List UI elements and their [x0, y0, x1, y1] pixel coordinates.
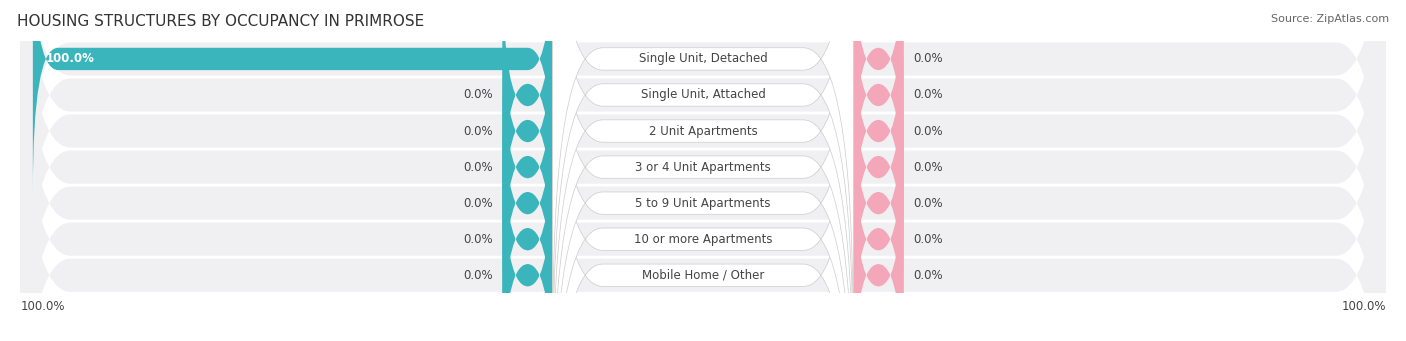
Text: 0.0%: 0.0% — [464, 161, 494, 174]
Text: 0.0%: 0.0% — [464, 197, 494, 210]
FancyBboxPatch shape — [853, 0, 904, 264]
FancyBboxPatch shape — [20, 0, 1386, 341]
Text: 0.0%: 0.0% — [464, 89, 494, 102]
Text: Mobile Home / Other: Mobile Home / Other — [641, 269, 765, 282]
Text: 10 or more Apartments: 10 or more Apartments — [634, 233, 772, 246]
Text: 100.0%: 100.0% — [1341, 300, 1386, 313]
FancyBboxPatch shape — [20, 0, 1386, 341]
Text: Single Unit, Attached: Single Unit, Attached — [641, 89, 765, 102]
Text: 5 to 9 Unit Apartments: 5 to 9 Unit Apartments — [636, 197, 770, 210]
Text: 3 or 4 Unit Apartments: 3 or 4 Unit Apartments — [636, 161, 770, 174]
FancyBboxPatch shape — [853, 34, 904, 300]
FancyBboxPatch shape — [502, 142, 553, 341]
FancyBboxPatch shape — [853, 142, 904, 341]
FancyBboxPatch shape — [853, 0, 904, 228]
FancyBboxPatch shape — [853, 106, 904, 341]
Text: Source: ZipAtlas.com: Source: ZipAtlas.com — [1271, 14, 1389, 24]
FancyBboxPatch shape — [553, 0, 853, 341]
Text: 0.0%: 0.0% — [464, 233, 494, 246]
Text: 0.0%: 0.0% — [464, 124, 494, 137]
FancyBboxPatch shape — [20, 0, 1386, 341]
Text: 100.0%: 100.0% — [20, 300, 65, 313]
Text: 0.0%: 0.0% — [912, 124, 942, 137]
Text: 0.0%: 0.0% — [912, 53, 942, 65]
FancyBboxPatch shape — [502, 0, 553, 228]
FancyBboxPatch shape — [553, 0, 853, 341]
FancyBboxPatch shape — [502, 34, 553, 300]
Text: 0.0%: 0.0% — [912, 89, 942, 102]
Text: 2 Unit Apartments: 2 Unit Apartments — [648, 124, 758, 137]
Text: 0.0%: 0.0% — [464, 269, 494, 282]
FancyBboxPatch shape — [853, 0, 904, 192]
FancyBboxPatch shape — [20, 3, 1386, 341]
Text: 0.0%: 0.0% — [912, 197, 942, 210]
Text: 0.0%: 0.0% — [912, 161, 942, 174]
FancyBboxPatch shape — [553, 0, 853, 341]
FancyBboxPatch shape — [553, 0, 853, 341]
Text: 0.0%: 0.0% — [912, 233, 942, 246]
FancyBboxPatch shape — [502, 70, 553, 336]
FancyBboxPatch shape — [502, 0, 553, 264]
FancyBboxPatch shape — [553, 0, 853, 341]
FancyBboxPatch shape — [553, 0, 853, 341]
Text: 100.0%: 100.0% — [45, 53, 94, 65]
FancyBboxPatch shape — [853, 70, 904, 336]
Text: HOUSING STRUCTURES BY OCCUPANCY IN PRIMROSE: HOUSING STRUCTURES BY OCCUPANCY IN PRIMR… — [17, 14, 425, 29]
FancyBboxPatch shape — [553, 0, 853, 336]
FancyBboxPatch shape — [20, 0, 1386, 331]
FancyBboxPatch shape — [20, 0, 1386, 341]
Text: Single Unit, Detached: Single Unit, Detached — [638, 53, 768, 65]
FancyBboxPatch shape — [20, 0, 1386, 341]
FancyBboxPatch shape — [502, 106, 553, 341]
Text: 0.0%: 0.0% — [912, 269, 942, 282]
FancyBboxPatch shape — [32, 0, 553, 192]
